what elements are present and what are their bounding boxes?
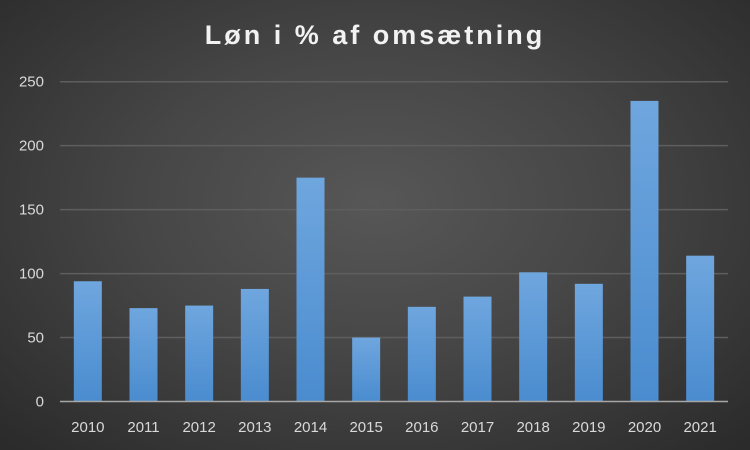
bar-2013 <box>240 288 269 402</box>
y-tick-label: 200 <box>19 138 44 155</box>
bar-2018 <box>519 272 548 402</box>
x-tick-label: 2013 <box>238 419 271 436</box>
x-tick-label: 2011 <box>127 419 159 436</box>
y-tick-label: 250 <box>19 74 44 91</box>
y-tick-label: 0 <box>36 394 44 411</box>
y-tick-label: 100 <box>19 266 44 283</box>
bar-2015 <box>352 337 381 402</box>
x-tick-label: 2017 <box>461 419 494 436</box>
x-tick-label: 2014 <box>294 419 327 436</box>
x-tick-label: 2021 <box>683 419 716 436</box>
x-tick-label: 2020 <box>628 419 661 436</box>
x-tick-label: 2015 <box>349 419 382 436</box>
bar-2012 <box>185 305 214 402</box>
bar-2010 <box>73 281 102 402</box>
bar-2019 <box>574 283 603 402</box>
bar-2016 <box>407 306 436 402</box>
x-tick-label: 2018 <box>516 419 549 436</box>
bar-2020 <box>630 100 659 402</box>
bar-2021 <box>686 255 715 402</box>
bar-2017 <box>463 296 492 402</box>
chart-title: Løn i % af omsætning <box>204 20 546 50</box>
bar-2011 <box>129 308 158 402</box>
x-tick-label: 2012 <box>182 419 215 436</box>
y-tick-label: 50 <box>27 330 44 347</box>
y-tick-label: 150 <box>19 202 44 219</box>
bar-2014 <box>296 177 325 402</box>
x-tick-label: 2016 <box>405 419 438 436</box>
x-tick-label: 2019 <box>572 419 605 436</box>
x-tick-label: 2010 <box>71 419 104 436</box>
